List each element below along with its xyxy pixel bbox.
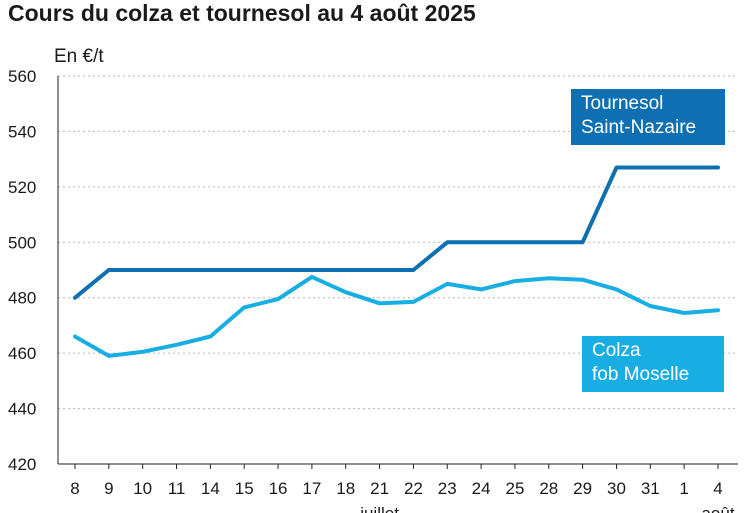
legend-colza: Colza fob Moselle: [582, 336, 724, 392]
x-tick-label: 25: [505, 479, 524, 498]
y-tick-label: 520: [8, 178, 36, 197]
x-tick-label: 30: [607, 479, 626, 498]
series-line-tournesol: [73, 165, 720, 300]
y-tick-label: 440: [8, 400, 36, 419]
x-tick-label: 24: [472, 479, 491, 498]
x-tick-label: 17: [302, 479, 321, 498]
series-line-colza: [73, 274, 720, 358]
x-tick-label: 15: [235, 479, 254, 498]
x-tick-label: 11: [168, 479, 186, 498]
y-tick-label: 480: [8, 289, 36, 308]
x-month-label: août: [701, 504, 734, 513]
x-tick-label: 8: [70, 479, 79, 498]
x-tick-label: 21: [370, 479, 389, 498]
chart-title: Cours du colza et tournesol au 4 août 20…: [8, 0, 476, 26]
x-tick-label: 22: [404, 479, 423, 498]
y-tick-label: 420: [8, 455, 36, 474]
y-tick-label: 560: [8, 67, 36, 86]
x-tick-label: 18: [336, 479, 355, 498]
x-tick-label: 31: [641, 479, 660, 498]
x-tick-label: 4: [713, 479, 722, 498]
x-tick-label: 9: [104, 479, 113, 498]
legend-tournesol-line-2: Saint-Nazaire: [581, 117, 697, 138]
x-tick-label: 29: [573, 479, 592, 498]
x-tick-label: 28: [539, 479, 558, 498]
legend-colza-line-1: Colza: [592, 340, 641, 361]
x-tick-label: 10: [133, 479, 152, 498]
y-axis-unit-label: En €/t: [54, 46, 104, 67]
x-tick-label: 16: [269, 479, 288, 498]
x-tick-label: 1: [679, 479, 688, 498]
y-tick-label: 460: [8, 344, 36, 363]
x-tick-label: 14: [201, 479, 220, 498]
x-month-label: juillet: [359, 504, 399, 513]
y-tick-label: 540: [8, 122, 36, 141]
x-tick-label: 23: [438, 479, 457, 498]
legend-tournesol: Tournesol Saint-Nazaire: [571, 89, 725, 145]
legend-colza-line-2: fob Moselle: [592, 364, 690, 385]
legend-tournesol-line-1: Tournesol: [581, 93, 664, 114]
y-tick-label: 500: [8, 233, 36, 252]
